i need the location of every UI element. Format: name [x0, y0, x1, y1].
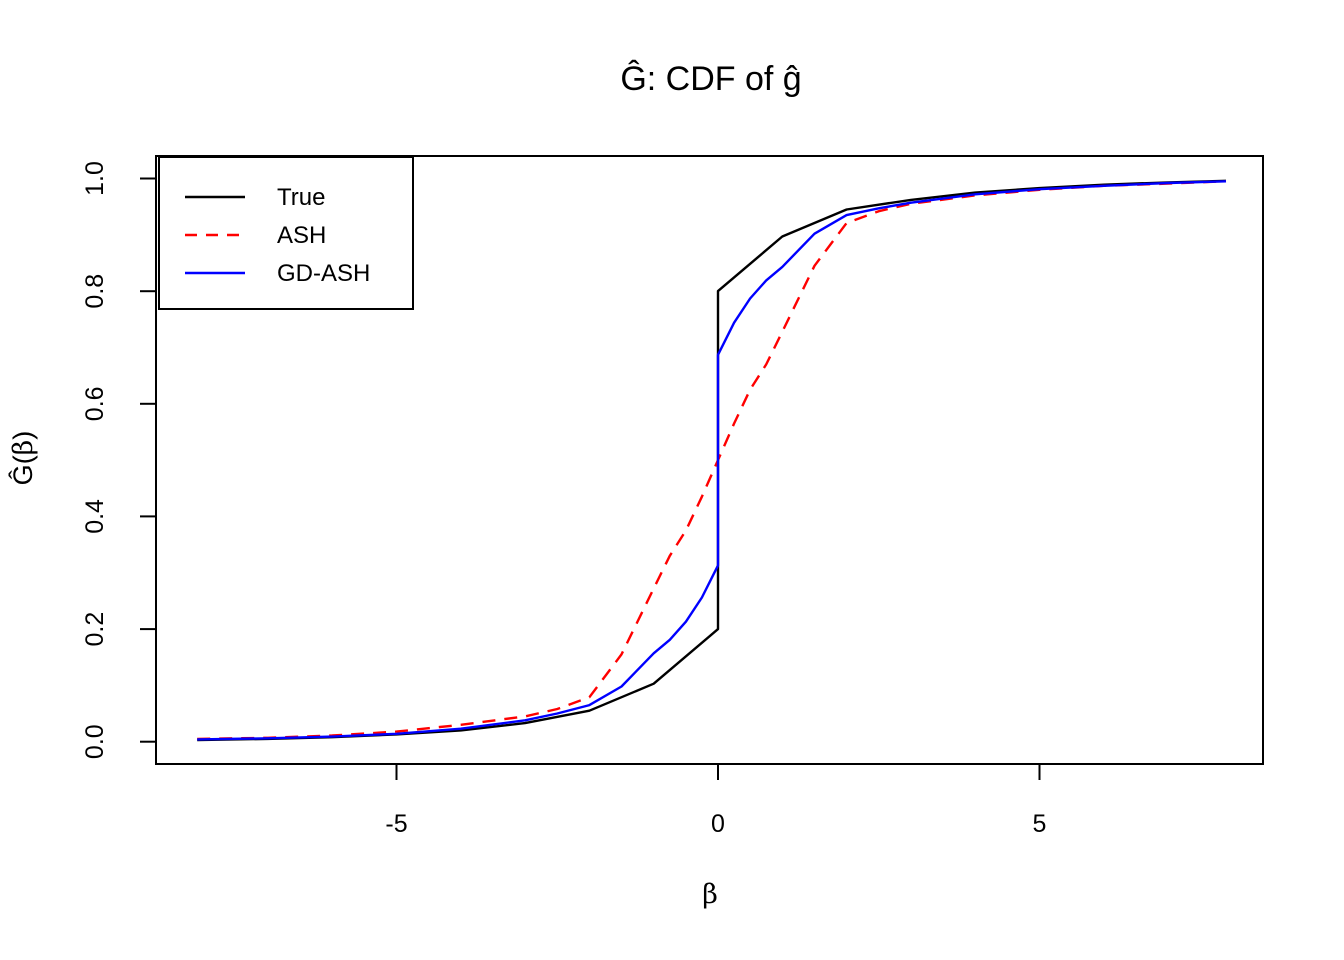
x-tick-label: -5 — [385, 810, 407, 838]
legend-label-true: True — [277, 184, 325, 211]
y-tick-label: 0.0 — [81, 724, 109, 759]
curve-gd-ash — [197, 180, 1227, 741]
legend-box — [158, 156, 414, 310]
chart-title: Ĝ: CDF of ĝ — [620, 60, 801, 98]
legend-label-gd-ash: GD-ASH — [277, 260, 370, 287]
x-axis: -5 0 5 — [385, 764, 1046, 838]
curves-group — [197, 179, 1227, 742]
y-tick-label: 0.2 — [81, 612, 109, 647]
legend-lines-group — [185, 195, 245, 275]
y-tick-label: 1.0 — [81, 161, 109, 196]
y-axis-label: Ĝ(β) — [7, 431, 39, 486]
x-axis-label: β — [702, 879, 718, 910]
y-tick-label: 0.8 — [81, 274, 109, 309]
y-tick-label: 0.4 — [81, 499, 109, 534]
x-tick-label: 0 — [711, 810, 725, 838]
plot-border — [155, 155, 1264, 765]
y-axis: 0.0 0.2 0.4 0.6 0.8 1.0 — [81, 161, 156, 759]
legend: True ASH GD-ASH — [158, 156, 414, 310]
y-tick-label: 0.6 — [81, 386, 109, 421]
x-tick-label: 5 — [1033, 810, 1047, 838]
legend-label-ash: ASH — [277, 222, 326, 249]
